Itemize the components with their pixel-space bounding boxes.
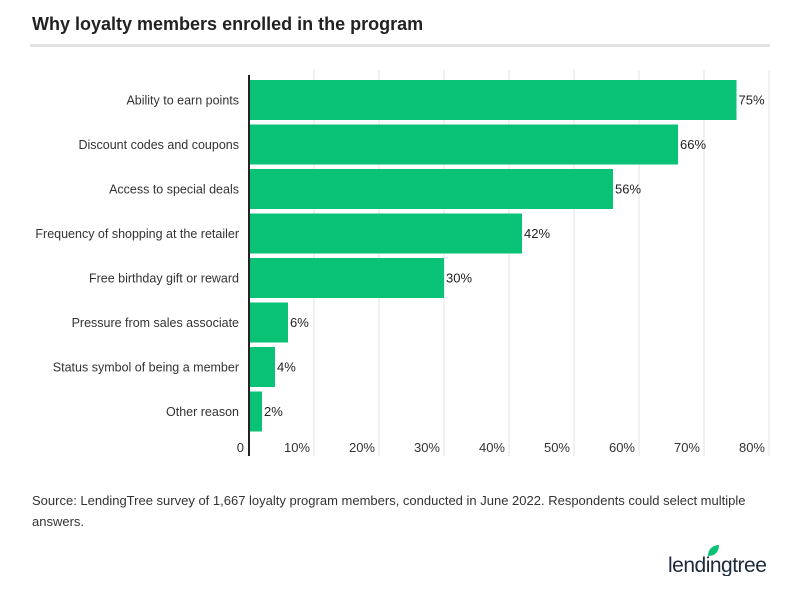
bar	[249, 347, 275, 387]
bar	[249, 391, 262, 432]
category-label: Other reason	[166, 405, 239, 419]
bar	[249, 302, 288, 343]
data-label: 66%	[680, 137, 706, 152]
title-divider	[30, 44, 770, 47]
chart-title: Why loyalty members enrolled in the prog…	[32, 14, 424, 34]
category-label: Discount codes and coupons	[78, 138, 239, 152]
bar	[249, 124, 678, 165]
data-label: 2%	[264, 404, 283, 419]
x-tick-label: 20%	[349, 440, 375, 455]
lendingtree-logo: lendingtree	[668, 545, 767, 576]
bar	[249, 169, 613, 209]
x-tick-label: 40%	[479, 440, 505, 455]
data-label: 42%	[524, 226, 550, 241]
category-label: Pressure from sales associate	[72, 316, 239, 330]
x-tick-label: 70%	[674, 440, 700, 455]
x-tick-label: 30%	[414, 440, 440, 455]
data-label: 56%	[615, 182, 641, 197]
x-tick-label: 80%	[739, 440, 765, 455]
x-tick-label: 10%	[284, 440, 310, 455]
x-tick-label: 0	[237, 440, 244, 455]
category-label: Access to special deals	[109, 183, 239, 197]
x-tick-label: 50%	[544, 440, 570, 455]
category-label: Ability to earn points	[126, 94, 239, 108]
source-note: Source: LendingTree survey of 1,667 loya…	[32, 493, 746, 529]
bar	[249, 258, 444, 298]
data-label: 30%	[446, 271, 472, 286]
category-label: Frequency of shopping at the retailer	[35, 227, 239, 241]
bar	[249, 80, 737, 120]
leaf-icon	[708, 545, 719, 556]
data-label: 4%	[277, 360, 296, 375]
bar	[249, 213, 522, 254]
data-label: 6%	[290, 315, 309, 330]
category-label: Status symbol of being a member	[53, 361, 239, 375]
category-label: Free birthday gift or reward	[89, 272, 239, 286]
bar-chart: 0 10% 20% 30% 40% 50% 60% 70% 80% Ability to earn…	[35, 70, 770, 456]
data-label: 75%	[739, 93, 765, 108]
x-tick-label: 60%	[609, 440, 635, 455]
svg-text:lendingtree: lendingtree	[668, 554, 766, 576]
